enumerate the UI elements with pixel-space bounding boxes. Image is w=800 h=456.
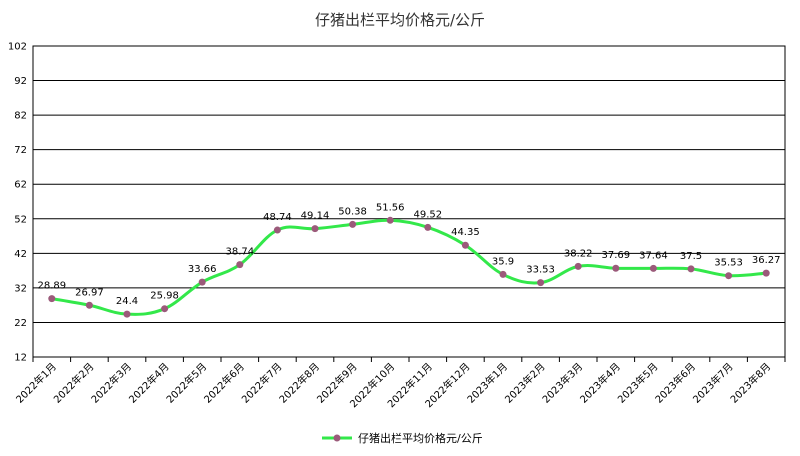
data-point: [424, 223, 432, 231]
data-label: 37.64: [639, 250, 668, 261]
data-label: 49.14: [301, 211, 330, 222]
y-tick-label: 102: [8, 42, 27, 53]
legend-label: 仔猪出栏平均价格元/公斤: [358, 431, 483, 445]
y-tick-label: 92: [14, 76, 27, 87]
data-point: [649, 264, 657, 272]
data-point: [461, 241, 469, 249]
data-label: 24.4: [116, 296, 138, 307]
y-tick-label: 62: [14, 180, 27, 191]
legend: 仔猪出栏平均价格元/公斤: [322, 431, 483, 445]
data-point: [48, 295, 56, 303]
y-tick-label: 82: [14, 111, 27, 122]
data-point: [612, 264, 620, 272]
y-tick-label: 52: [14, 214, 27, 225]
data-label: 49.52: [413, 209, 442, 220]
data-label: 33.53: [526, 265, 555, 276]
data-label: 44.35: [451, 227, 480, 238]
y-axis-ticks: 12 22 32 42 52 62 72 82 92 102: [8, 42, 27, 364]
y-tick-label: 42: [14, 249, 27, 260]
data-point: [311, 225, 319, 233]
data-point: [161, 305, 169, 313]
data-label: 35.9: [492, 256, 514, 267]
data-label: 38.22: [564, 248, 593, 259]
data-point: [499, 270, 507, 278]
data-point: [687, 265, 695, 273]
data-point: [198, 278, 206, 286]
data-label: 37.69: [601, 250, 630, 261]
data-label: 51.56: [376, 202, 405, 213]
data-label: 25.98: [150, 291, 179, 302]
legend-marker-swatch: [333, 434, 341, 442]
data-label: 33.66: [188, 264, 217, 275]
plot-area-border: [32, 45, 786, 358]
series-markers: [48, 216, 770, 318]
data-point: [762, 269, 770, 277]
data-point: [273, 226, 281, 234]
data-point: [85, 301, 93, 309]
data-label: 37.5: [680, 251, 702, 262]
data-label: 38.74: [225, 247, 254, 258]
chart-title: 仔猪出栏平均价格元/公斤: [315, 11, 485, 29]
y-tick-label: 32: [14, 283, 27, 294]
data-point: [349, 220, 357, 228]
data-label: 50.38: [338, 206, 367, 217]
data-label: 26.97: [75, 287, 104, 298]
data-point: [123, 310, 131, 318]
data-label: 36.27: [752, 255, 781, 266]
data-point: [574, 262, 582, 270]
data-label: 28.89: [37, 281, 66, 292]
y-tick-label: 12: [14, 353, 27, 364]
data-label: 35.53: [714, 258, 743, 269]
data-point: [537, 279, 545, 287]
data-label: 48.74: [263, 212, 292, 223]
data-point: [236, 261, 244, 269]
y-tick-label: 22: [14, 318, 27, 329]
data-point: [386, 216, 394, 224]
data-point: [725, 272, 733, 280]
y-tick-label: 72: [14, 145, 27, 156]
data-labels: 28.89 26.97 24.4 25.98 33.66 38.74 48.74 49.14 5…: [37, 202, 780, 307]
